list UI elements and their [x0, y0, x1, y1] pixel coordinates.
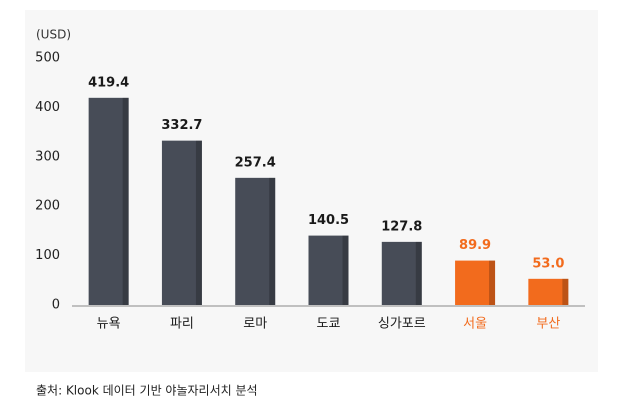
x-tick-label: 부산	[536, 317, 560, 332]
y-tick-label: 400	[35, 100, 60, 115]
x-tick-label: 로마	[243, 317, 267, 332]
x-tick-label: 뉴욕	[97, 317, 121, 332]
y-tick-label: 300	[35, 149, 60, 164]
y-tick-label: 0	[52, 298, 60, 313]
value-label: 140.5	[308, 213, 349, 228]
bar	[528, 278, 569, 305]
y-tick-label: 100	[35, 248, 60, 263]
value-label: 419.4	[88, 75, 129, 90]
bar-shade	[489, 260, 496, 305]
x-tick-label: 파리	[170, 317, 194, 332]
x-tick-label: 싱가포르	[378, 317, 426, 332]
value-label: 127.8	[381, 219, 422, 234]
bar-shade	[415, 241, 422, 305]
value-label: 89.9	[459, 238, 491, 253]
bar	[455, 260, 496, 305]
bar	[161, 140, 202, 305]
y-tick-label: 200	[35, 199, 60, 214]
value-label: 257.4	[235, 155, 276, 170]
value-label: 332.7	[161, 118, 202, 133]
y-tick-label: 500	[35, 51, 60, 66]
bar-shade	[269, 177, 276, 305]
bar	[308, 235, 349, 305]
bar-shade	[342, 235, 349, 305]
bar-shade	[562, 278, 569, 305]
x-tick-label: 서울	[463, 317, 487, 332]
source-note: 출처: Klook 데이터 기반 야놀자리서치 분석	[36, 384, 258, 398]
bar	[381, 241, 422, 305]
bar	[88, 97, 129, 305]
y-axis-label: (USD)	[36, 28, 71, 42]
value-label: 53.0	[532, 256, 564, 271]
bar	[235, 177, 276, 305]
bar-shade	[195, 140, 202, 305]
bar-shade	[122, 97, 129, 305]
x-tick-label: 도쿄	[317, 317, 341, 332]
